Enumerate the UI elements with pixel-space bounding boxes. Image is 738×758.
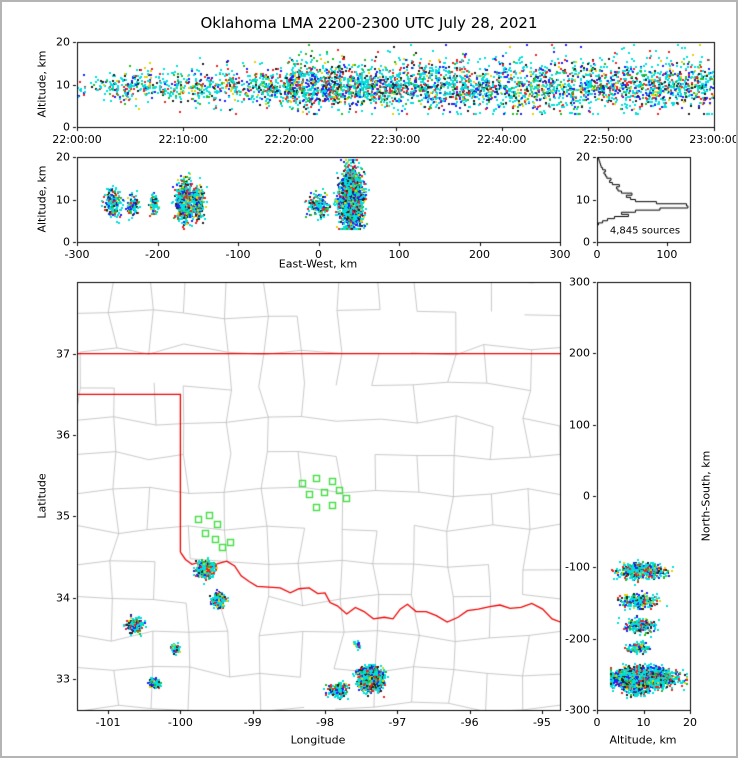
plot-canvas: [2, 2, 736, 756]
lma-figure: 22:00:00 22:10:00 22:20:00 22:30:00 22:40:00…: [0, 0, 738, 758]
